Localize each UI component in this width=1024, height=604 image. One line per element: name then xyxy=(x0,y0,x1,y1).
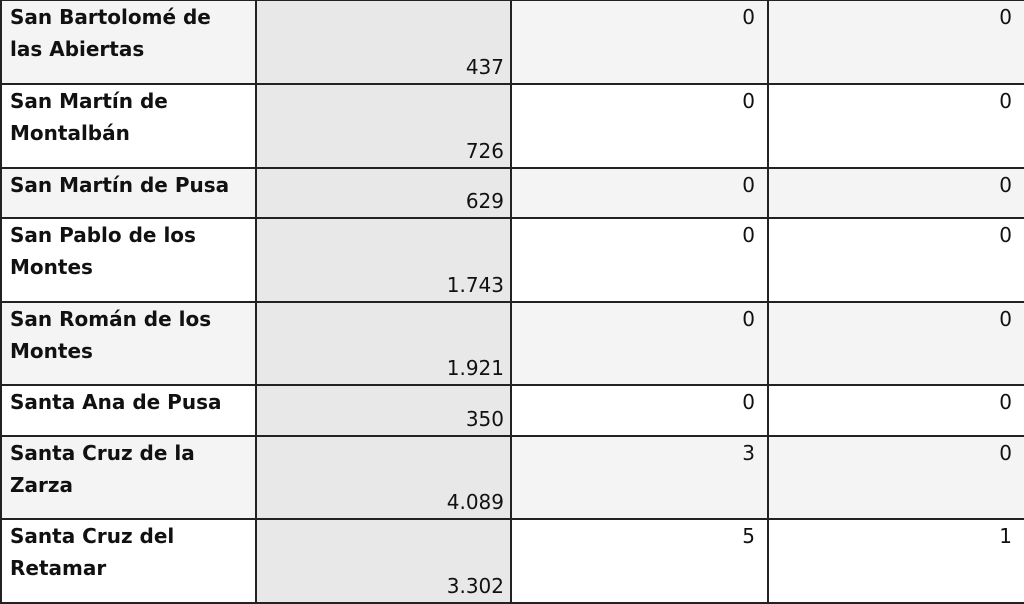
population-cell: 629 xyxy=(255,167,512,219)
value-cell: 0 xyxy=(510,384,769,437)
municipality-cell: San Martín de Pusa xyxy=(0,167,257,219)
value-cell: 5 xyxy=(510,518,769,604)
value-cell: 0 xyxy=(767,0,1024,85)
table-row: Santa Cruz del Retamar 3.302 5 1 xyxy=(0,518,1024,604)
population-cell: 350 xyxy=(255,384,512,437)
value-cell: 0 xyxy=(510,167,769,219)
value-cell: 0 xyxy=(510,83,769,169)
table-row: San Martín de Pusa 629 0 0 xyxy=(0,167,1024,219)
municipality-cell: San Bartolomé de las Abiertas xyxy=(0,0,257,85)
population-cell: 3.302 xyxy=(255,518,512,604)
table-row: San Martín de Montalbán 726 0 0 xyxy=(0,83,1024,169)
population-cell: 437 xyxy=(255,0,512,85)
table-row: San Bartolomé de las Abiertas 437 0 0 xyxy=(0,0,1024,85)
value-cell: 0 xyxy=(510,301,769,386)
value-cell: 0 xyxy=(510,217,769,303)
municipality-cell: Santa Cruz de la Zarza xyxy=(0,435,257,520)
municipality-cell: San Román de los Montes xyxy=(0,301,257,386)
value-cell: 0 xyxy=(767,167,1024,219)
population-cell: 1.743 xyxy=(255,217,512,303)
value-cell: 3 xyxy=(510,435,769,520)
population-cell: 726 xyxy=(255,83,512,169)
value-cell: 1 xyxy=(767,518,1024,604)
municipality-cell: San Martín de Montalbán xyxy=(0,83,257,169)
municipality-cell: Santa Cruz del Retamar xyxy=(0,518,257,604)
value-cell: 0 xyxy=(767,384,1024,437)
table-row: San Pablo de los Montes 1.743 0 0 xyxy=(0,217,1024,303)
value-cell: 0 xyxy=(767,217,1024,303)
table-row: Santa Ana de Pusa 350 0 0 xyxy=(0,384,1024,437)
value-cell: 0 xyxy=(767,301,1024,386)
value-cell: 0 xyxy=(767,83,1024,169)
population-cell: 4.089 xyxy=(255,435,512,520)
table-row: San Román de los Montes 1.921 0 0 xyxy=(0,301,1024,386)
table-row: Santa Cruz de la Zarza 4.089 3 0 xyxy=(0,435,1024,520)
value-cell: 0 xyxy=(767,435,1024,520)
value-cell: 0 xyxy=(510,0,769,85)
municipality-cell: Santa Ana de Pusa xyxy=(0,384,257,437)
population-cell: 1.921 xyxy=(255,301,512,386)
municipality-cell: San Pablo de los Montes xyxy=(0,217,257,303)
